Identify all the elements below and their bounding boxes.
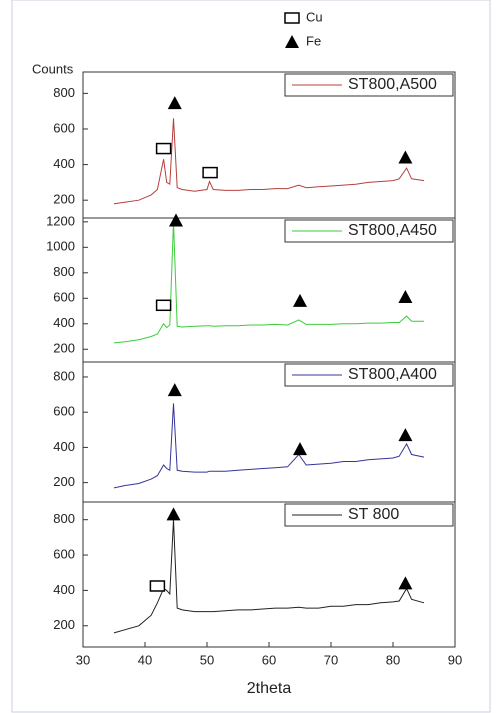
x-tick-label: 30 [76, 652, 90, 667]
marker-triangle [293, 293, 307, 307]
figure-frame [11, 0, 491, 713]
data-line [113, 118, 425, 205]
legend-box [284, 219, 454, 243]
x-tick-label: 90 [448, 652, 462, 667]
y-tick-label: 200 [53, 192, 75, 207]
marker-triangle [169, 213, 183, 227]
marker-legend-label: Fe [306, 33, 321, 48]
marker-triangle [398, 428, 413, 442]
y-tick-label: 600 [53, 290, 75, 305]
marker-square [155, 142, 172, 155]
y-tick-label: 600 [53, 546, 75, 561]
legend-box [284, 503, 454, 527]
y-tick-label: 200 [53, 341, 75, 356]
y-tick-label: 800 [53, 368, 75, 383]
y-tick-label: 400 [53, 156, 75, 171]
y-tick-label: 800 [53, 85, 75, 100]
marker-square [149, 580, 166, 592]
marker-square [155, 299, 172, 312]
legend-box [284, 73, 454, 97]
y-tick-label: 800 [53, 511, 75, 526]
y-tick-label: 600 [53, 120, 75, 135]
y-tick-label: 400 [53, 582, 75, 597]
data-line [113, 403, 425, 489]
y-tick-label: 1200 [46, 213, 75, 228]
marker-triangle [398, 150, 413, 164]
x-tick-label: 60 [262, 652, 276, 667]
y-tick-label: 200 [53, 474, 75, 489]
marker-legend-label: Cu [306, 9, 323, 24]
y-tick-label: 800 [53, 264, 75, 279]
data-line [113, 221, 424, 344]
x-tick-label: 80 [386, 652, 400, 667]
legend-label: ST 800 [348, 506, 399, 523]
legend-label: ST800,A450 [348, 222, 437, 239]
marker-triangle [167, 96, 182, 110]
marker-triangle [285, 35, 299, 48]
x-tick-label: 40 [138, 652, 152, 667]
x-tick-label: 50 [200, 652, 214, 667]
marker-triangle [398, 290, 413, 304]
x-axis-title: 2theta [247, 680, 292, 697]
y-tick-label: 1000 [46, 239, 75, 254]
marker-square [202, 166, 218, 179]
legend-label: ST800,A400 [348, 366, 437, 383]
marker-triangle [398, 576, 413, 590]
x-tick-label: 70 [324, 652, 338, 667]
marker-triangle [166, 507, 181, 521]
y-tick-label: 400 [53, 315, 75, 330]
legend-box [284, 363, 454, 387]
marker-square [284, 12, 300, 24]
legend-label: ST800,A500 [348, 76, 437, 93]
marker-triangle [167, 383, 182, 397]
y-tick-label: 200 [53, 617, 75, 632]
y-axis-title: Counts [32, 61, 74, 76]
y-tick-label: 400 [53, 439, 75, 454]
marker-triangle [293, 442, 307, 456]
y-tick-label: 600 [53, 404, 75, 419]
